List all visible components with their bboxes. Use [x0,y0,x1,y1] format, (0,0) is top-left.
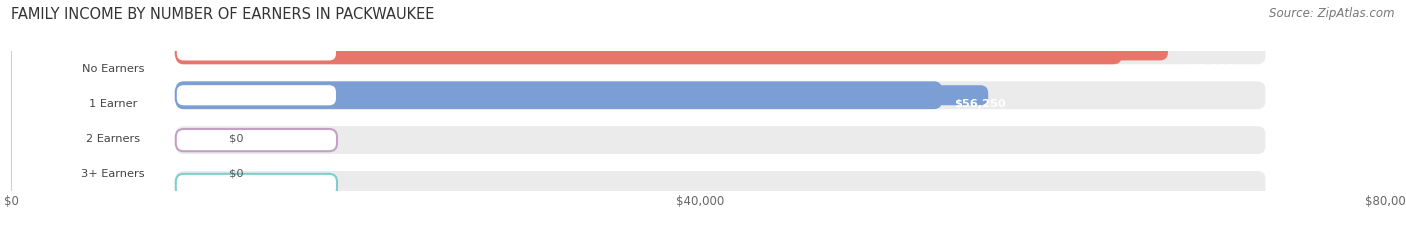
Text: 1 Earner: 1 Earner [89,99,138,109]
Text: 2 Earners: 2 Earners [86,134,141,144]
FancyBboxPatch shape [176,84,337,106]
Text: FAMILY INCOME BY NUMBER OF EARNERS IN PACKWAUKEE: FAMILY INCOME BY NUMBER OF EARNERS IN PA… [11,7,434,22]
Text: Source: ZipAtlas.com: Source: ZipAtlas.com [1270,7,1395,20]
FancyBboxPatch shape [176,81,942,109]
FancyBboxPatch shape [176,37,1122,64]
FancyBboxPatch shape [896,85,988,105]
FancyBboxPatch shape [176,171,1265,199]
FancyBboxPatch shape [1076,40,1168,60]
FancyBboxPatch shape [176,39,337,62]
FancyBboxPatch shape [176,126,1265,154]
Text: 3+ Earners: 3+ Earners [82,169,145,178]
Text: $56,250: $56,250 [955,99,1005,109]
Text: $0: $0 [229,134,243,144]
Text: $0: $0 [229,169,243,178]
Text: $69,444: $69,444 [1181,64,1233,74]
FancyBboxPatch shape [176,81,1265,109]
FancyBboxPatch shape [176,37,1265,64]
FancyBboxPatch shape [176,129,337,151]
FancyBboxPatch shape [176,174,337,196]
Text: No Earners: No Earners [82,64,145,74]
